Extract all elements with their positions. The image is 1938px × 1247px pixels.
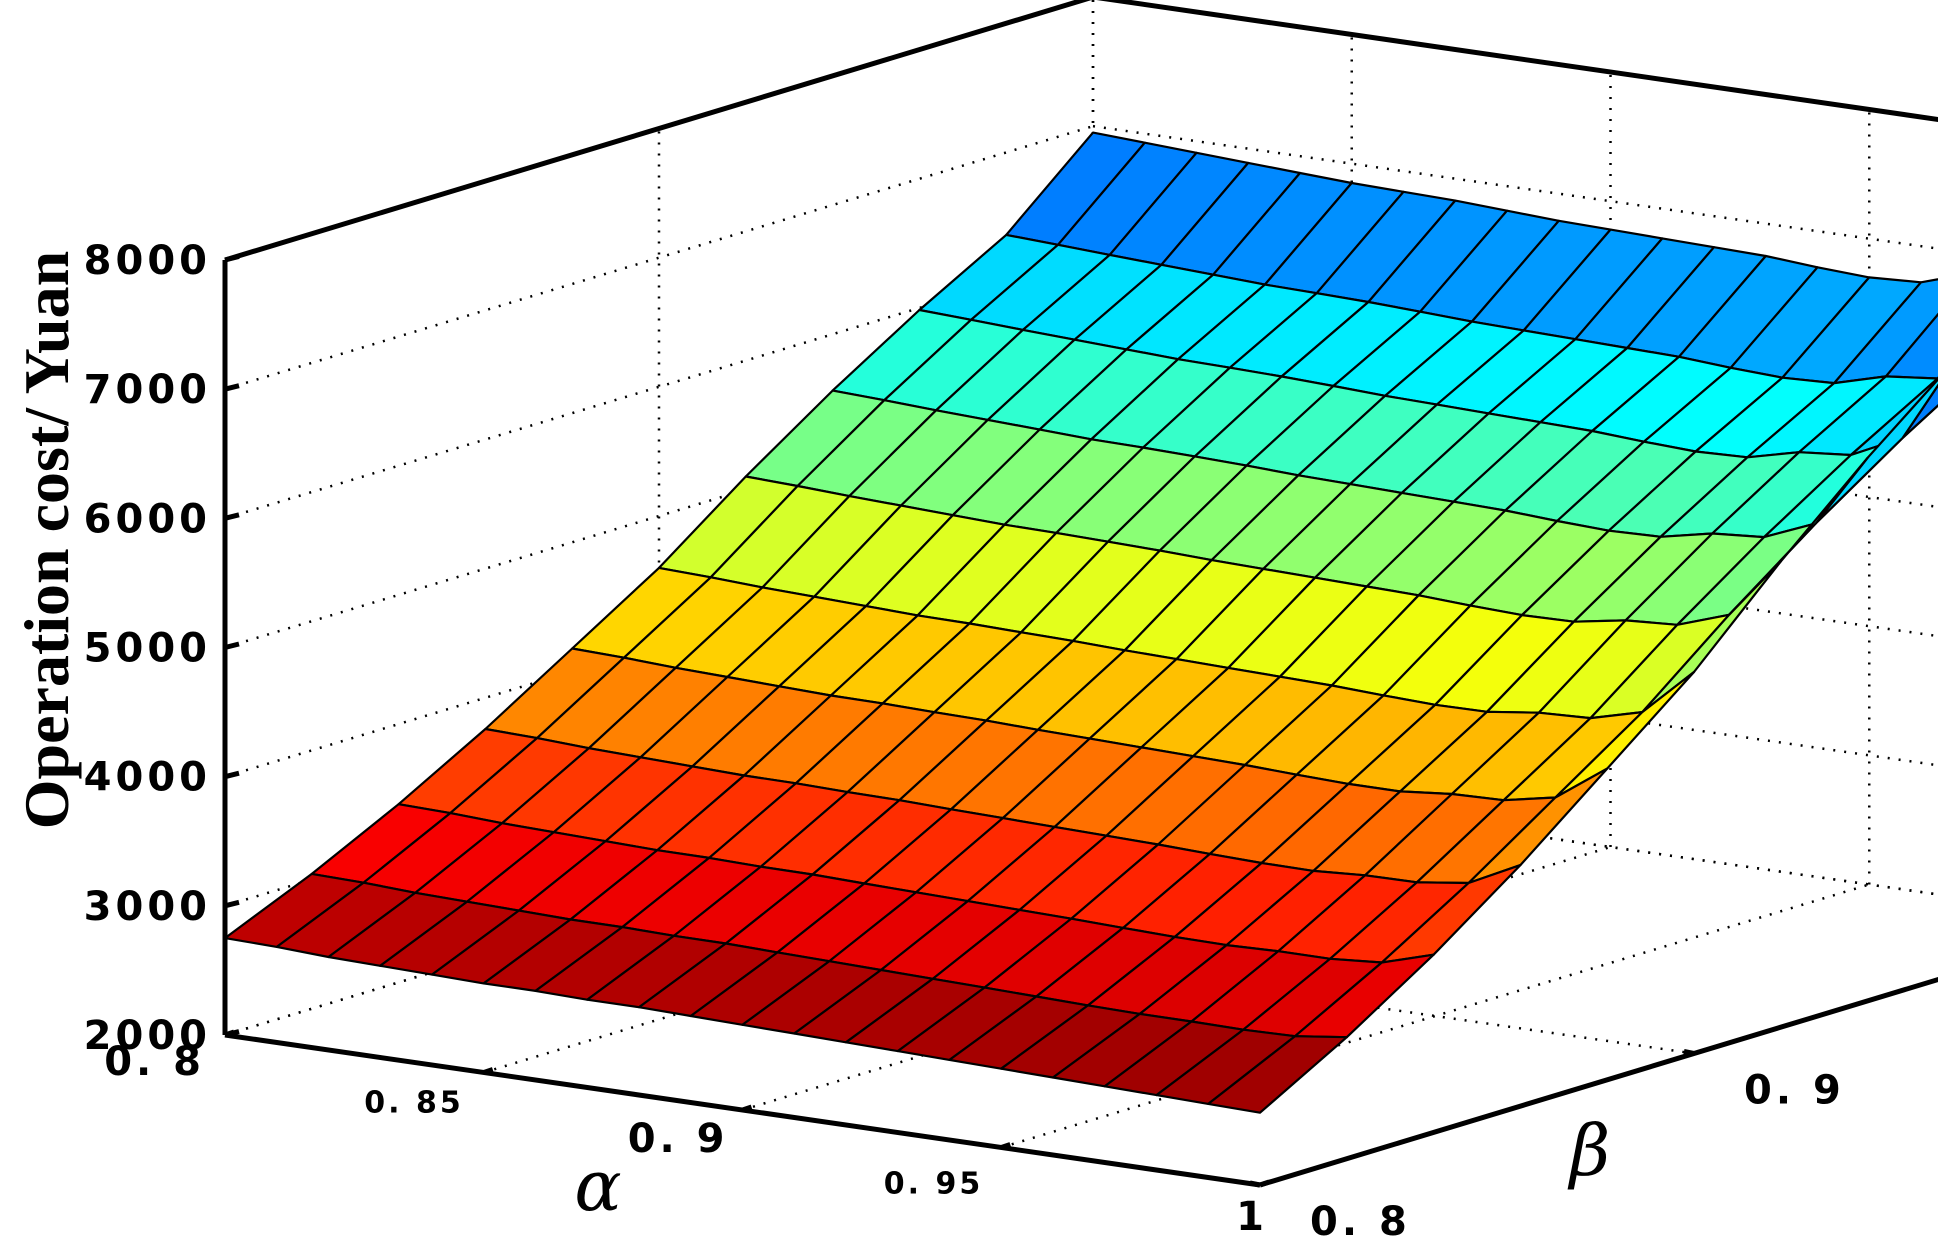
grid-line [1093,0,1938,147]
y-tick-mark [1250,1183,1260,1185]
x-tick-label: 0. 9 [628,1116,729,1162]
z-tick-mark [225,902,239,906]
surface-mesh [225,133,1938,1113]
z-tick-label: 6000 [84,496,211,542]
x-tick-mark [225,1032,234,1035]
frame-edge [1093,0,1938,147]
z-tick-label: 8000 [84,238,211,284]
x-axis-label: α [574,1145,621,1227]
z-tick-label: 5000 [84,626,211,672]
z-axis-label: Operation cost/ Yuan [11,251,82,829]
x-tick-label: 0. 85 [364,1086,463,1121]
z-tick-mark [225,773,239,777]
x-tick-label: 1 [1236,1194,1268,1240]
y-tick-mark [1684,1052,1694,1054]
z-tick-label: 7000 [84,367,211,413]
x-tick-mark [1260,1182,1269,1185]
y-axis-label: β [1567,1110,1610,1192]
y-tick-label: 0. 9 [1744,1068,1845,1114]
x-tick-mark [484,1070,493,1073]
z-tick-mark [225,644,239,648]
x-tick-mark [743,1107,752,1110]
x-tick-mark [1001,1145,1010,1148]
z-tick-label: 3000 [84,884,211,930]
z-tick-mark [225,515,239,519]
z-tick-mark [225,386,239,390]
y-tick-label: 0. 8 [1310,1199,1411,1242]
z-tick-mark [225,257,239,261]
z-tick-label: 4000 [84,755,211,801]
x-tick-label: 0. 95 [884,1167,983,1202]
x-tick-label: 0. 8 [104,1039,205,1085]
